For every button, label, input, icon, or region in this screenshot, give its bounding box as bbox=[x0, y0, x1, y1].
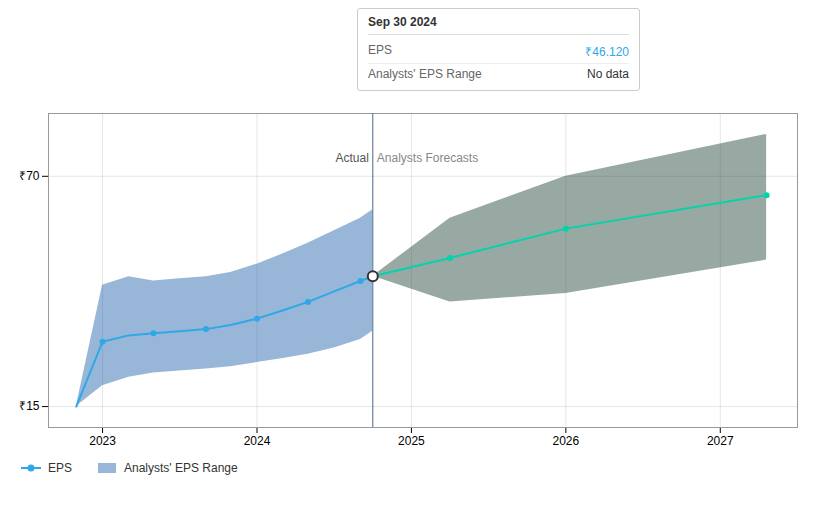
html-text:₹46.120: ₹46.120 bbox=[585, 45, 629, 59]
html-text:Sep 30 2024: Sep 30 2024 bbox=[368, 15, 437, 29]
svg-text:2025: 2025 bbox=[398, 434, 425, 448]
svg-text:₹15: ₹15 bbox=[19, 399, 40, 413]
html-text:Analysts' EPS Range: Analysts' EPS Range bbox=[124, 461, 238, 475]
svg-text:2027: 2027 bbox=[707, 434, 734, 448]
svg-text:2023: 2023 bbox=[89, 434, 116, 448]
html-text:No data: No data bbox=[587, 67, 629, 81]
svg-text:₹70: ₹70 bbox=[19, 169, 40, 183]
html-text:Analysts' EPS Range: Analysts' EPS Range bbox=[368, 67, 482, 81]
svg-text:2024: 2024 bbox=[244, 434, 271, 448]
svg-text:Analysts Forecasts: Analysts Forecasts bbox=[377, 151, 478, 165]
html-text:EPS: EPS bbox=[48, 461, 72, 475]
html-text:EPS: EPS bbox=[368, 43, 392, 57]
svg-text:Actual: Actual bbox=[335, 151, 368, 165]
svg-text:2026: 2026 bbox=[552, 434, 579, 448]
